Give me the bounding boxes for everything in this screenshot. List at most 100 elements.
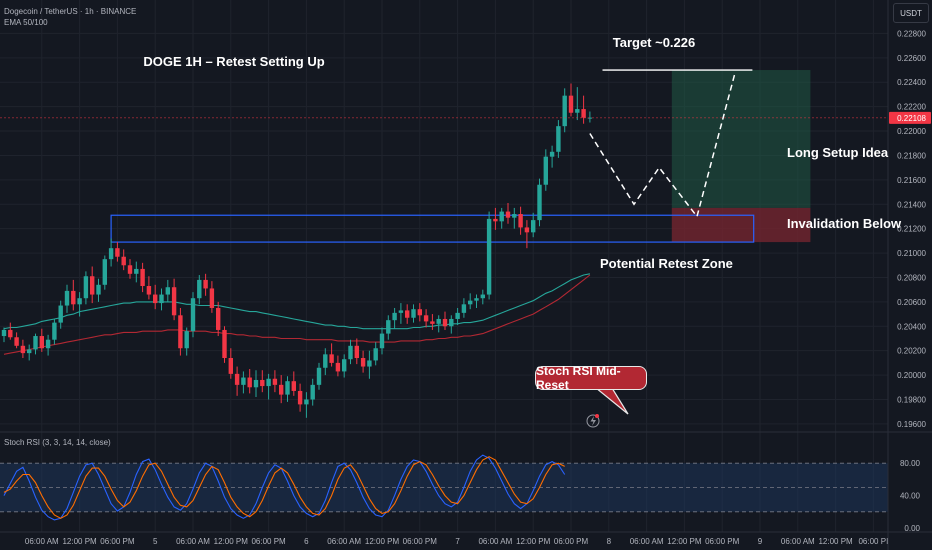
last-price-label: 0.22108 [897, 114, 926, 123]
stoch-rsi-pane [0, 454, 888, 521]
candle-body [260, 379, 265, 387]
indicator-line: EMA 50/100 [4, 18, 48, 27]
retest-zone-label: Potential Retest Zone [600, 256, 733, 271]
candle-body [436, 318, 441, 324]
candle-body [543, 156, 548, 185]
candle-body [549, 151, 555, 157]
candle-body [20, 345, 26, 354]
candle-body [153, 294, 158, 304]
currency-button[interactable]: USDT [893, 3, 929, 23]
reward-box [671, 70, 811, 208]
candle-body [304, 399, 309, 405]
stoch-d-line [3, 456, 565, 519]
candle-body [285, 381, 290, 395]
candle-body [379, 333, 385, 349]
candle-body [127, 265, 133, 274]
candle-body [323, 354, 328, 368]
candle-body [14, 337, 19, 346]
candle-body [58, 305, 63, 323]
candle-body [348, 345, 353, 360]
candle-body [45, 339, 51, 349]
price-tick-label: 0.20600 [897, 298, 926, 307]
candle-body [329, 354, 334, 363]
candle-body [354, 345, 359, 359]
price-tick-label: 0.22200 [897, 103, 926, 112]
stoch-k-line [3, 454, 566, 521]
candle-body [474, 298, 479, 301]
symbol-line: Dogecoin / TetherUS · 1h · BINANCE [4, 7, 137, 16]
candle-body [398, 310, 404, 313]
candle-body [575, 109, 580, 113]
candle-body [499, 211, 504, 222]
price-tick-label: 0.20200 [897, 347, 926, 356]
price-tick-label: 0.19600 [897, 420, 926, 429]
price-tick-label: 0.22800 [897, 29, 926, 38]
candle-body [71, 290, 76, 305]
ema-line [3, 273, 591, 330]
rsi-tick-label: 0.00 [904, 524, 920, 533]
candle-body [342, 359, 347, 372]
time-tick-label: 06:00 AM [176, 537, 210, 546]
candle-body [102, 259, 107, 285]
time-tick-label: 06:00 AM [478, 537, 512, 546]
stoch-callout: Stoch RSI Mid-Reset [535, 364, 647, 392]
price-tick-label: 0.21400 [897, 200, 926, 209]
candle-body [27, 349, 32, 354]
candle-body [461, 304, 467, 313]
projection-path [589, 73, 736, 219]
candle-body [90, 276, 95, 295]
price-tick-label: 0.21600 [897, 176, 926, 185]
candle-body [316, 367, 322, 385]
candle-body [178, 315, 183, 349]
candle-body [335, 362, 341, 372]
candle-body [512, 214, 517, 218]
time-tick-label: 5 [153, 537, 158, 546]
candle-body [272, 378, 278, 385]
time-tick-label: 06:00 PM [100, 537, 135, 546]
stoch-rsi-label: Stoch RSI (3, 3, 14, 14, close) [4, 438, 111, 447]
candle-body [310, 384, 315, 400]
candle-body [392, 312, 397, 321]
candle-body [134, 268, 139, 274]
time-tick-label: 06:00 PI [858, 537, 888, 546]
candle-body [190, 298, 196, 332]
price-tick-label: 0.19800 [897, 395, 926, 404]
time-tick-label: 12:00 PM [214, 537, 249, 546]
candle-body [455, 312, 460, 319]
time-tick-label: 06:00 AM [327, 537, 361, 546]
candle-body [556, 126, 561, 152]
time-tick-label: 06:00 PM [705, 537, 740, 546]
price-tick-label: 0.22400 [897, 78, 926, 87]
price-tick-label: 0.22600 [897, 54, 926, 63]
candle-body [568, 95, 574, 113]
rsi-tick-label: 40.00 [900, 492, 921, 501]
candle-body [222, 329, 227, 359]
time-tick-label: 06:00 PM [554, 537, 589, 546]
event-icon[interactable] [586, 414, 600, 428]
candle-body [64, 290, 70, 306]
price-tick-label: 0.21200 [897, 225, 926, 234]
candle-body [1, 329, 7, 337]
candle-body [140, 268, 145, 287]
price-tick-label: 0.21800 [897, 151, 926, 160]
candle-body [33, 336, 38, 350]
candle-body [486, 218, 492, 295]
candle-body [184, 331, 189, 349]
time-tick-label: 12:00 PM [62, 537, 97, 546]
candle-body [493, 218, 498, 222]
candle-body [241, 377, 246, 385]
candle-body [228, 358, 233, 374]
price-tick-label: 0.22000 [897, 127, 926, 136]
candle-body [234, 373, 240, 385]
candle-body [96, 284, 101, 295]
candlestick-layer [1, 83, 593, 418]
rsi-tick-label: 80.00 [900, 459, 921, 468]
candle-body [39, 336, 44, 349]
candle-body [108, 248, 114, 260]
candle-body [253, 379, 259, 388]
price-tick-label: 0.20400 [897, 322, 926, 331]
candle-body [423, 315, 429, 322]
candle-body [115, 248, 120, 257]
